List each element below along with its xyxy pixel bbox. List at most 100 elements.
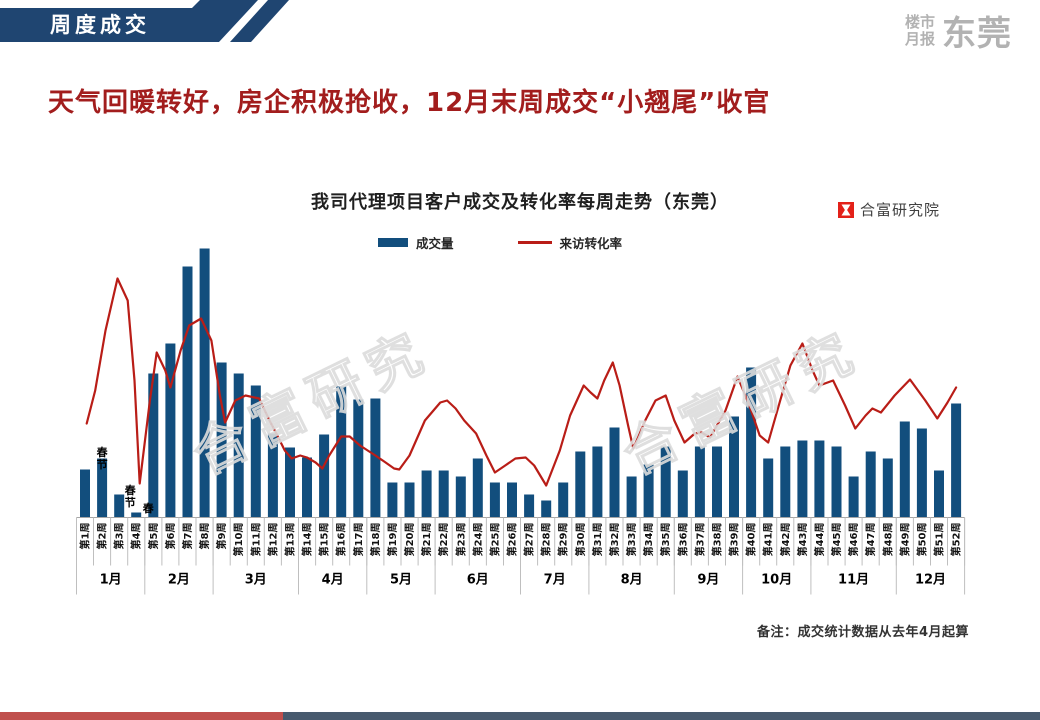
month-label-2月: 2月: [168, 573, 190, 588]
x-label-week-17: 第17周: [352, 523, 365, 557]
bar-week-25: [489, 482, 500, 518]
chart-title: 我司代理项目客户成交及转化率每周走势（东莞）: [311, 192, 729, 213]
bar-week-7: [182, 266, 193, 518]
x-label-week-41: 第41周: [762, 523, 775, 557]
x-label-week-39: 第39周: [728, 523, 741, 557]
x-label-week-21: 第21周: [420, 523, 433, 557]
x-label-week-37: 第37周: [693, 523, 706, 557]
x-label-week-26: 第26周: [506, 523, 519, 557]
month-label-11月: 11月: [838, 573, 869, 588]
bar-week-6: [165, 343, 176, 518]
bar-week-16: [336, 386, 347, 518]
bar-week-47: [865, 451, 876, 518]
bar-week-1: [80, 469, 90, 518]
x-label-week-2: 第2周: [96, 523, 109, 550]
x-label-week-1: 第1周: [79, 523, 92, 550]
x-label-week-11: 第11周: [249, 523, 262, 557]
legend-bar-swatch: [378, 238, 408, 247]
x-label-week-14: 第14周: [301, 523, 314, 557]
x-label-week-36: 第36周: [676, 523, 689, 557]
brand-logo: 楼市 月报 东莞: [905, 6, 1012, 55]
month-label-7月: 7月: [544, 573, 566, 588]
x-label-week-8: 第8周: [198, 523, 211, 550]
bar-week-50: [916, 428, 927, 518]
x-label-week-24: 第24周: [471, 523, 484, 557]
x-label-week-23: 第23周: [454, 523, 467, 557]
x-label-week-25: 第25周: [488, 523, 501, 557]
bar-week-44: [814, 440, 825, 518]
bar-week-35: [660, 446, 671, 518]
bar-week-48: [882, 458, 893, 518]
annotation-春节: 春节: [97, 445, 109, 471]
x-label-week-22: 第22周: [437, 523, 450, 557]
month-label-4月: 4月: [322, 573, 344, 588]
bar-week-27: [524, 494, 535, 518]
bar-week-8: [199, 248, 210, 518]
month-label-1月: 1月: [100, 573, 122, 588]
bar-week-43: [797, 440, 808, 518]
x-label-week-46: 第46周: [847, 523, 860, 557]
x-label-week-43: 第43周: [796, 523, 809, 557]
bar-week-20: [404, 482, 415, 518]
x-label-week-44: 第44周: [813, 523, 826, 557]
bar-week-49: [899, 421, 910, 518]
legend-label-volume: 成交量: [416, 236, 454, 251]
x-label-week-13: 第13周: [284, 523, 297, 557]
section-title: 周度成交: [50, 13, 150, 37]
x-label-week-10: 第10周: [232, 523, 245, 557]
x-label-week-51: 第51周: [933, 523, 946, 557]
bar-week-4: [131, 512, 142, 518]
month-label-10月: 10月: [761, 573, 792, 588]
conversion-rate-line: [85, 277, 958, 487]
x-label-week-30: 第30周: [574, 523, 587, 557]
bar-week-13: [285, 447, 295, 518]
header-ribbon-main: [0, 0, 258, 42]
header-ribbon-stripe: [230, 0, 289, 42]
chart-footnote: 备注：成交统计数据从去年4月起算: [757, 625, 970, 640]
bar-week-38: [712, 446, 722, 518]
x-label-week-50: 第50周: [915, 523, 928, 557]
hourglass-icon: [838, 201, 854, 218]
legend-item-rate: 来访转化率: [517, 233, 623, 252]
month-label-8月: 8月: [621, 573, 643, 588]
bar-week-21: [421, 470, 432, 518]
bar-week-40: [746, 367, 757, 518]
x-label-week-47: 第47周: [864, 523, 877, 557]
bar-week-39: [729, 416, 739, 518]
bar-week-14: [302, 457, 312, 518]
bar-week-12: [267, 433, 278, 518]
bar-week-32: [609, 427, 620, 518]
month-label-9月: 9月: [697, 573, 719, 588]
x-label-week-32: 第32周: [608, 523, 621, 557]
x-label-week-48: 第48周: [881, 523, 894, 557]
bar-week-9: [216, 362, 227, 518]
footer-bar: [0, 712, 1040, 720]
x-label-week-12: 第12周: [266, 523, 279, 557]
bar-week-28: [541, 500, 552, 518]
x-label-week-20: 第20周: [403, 523, 416, 557]
bar-week-30: [575, 451, 586, 518]
x-label-week-29: 第29周: [557, 523, 570, 557]
x-label-week-33: 第33周: [625, 523, 638, 557]
bar-week-5: [148, 373, 159, 518]
legend-line-swatch: [517, 241, 552, 244]
x-label-week-27: 第27周: [523, 523, 536, 557]
bar-week-22: [438, 470, 449, 518]
bar-week-11: [250, 385, 261, 518]
legend-label-rate: 来访转化率: [559, 236, 623, 251]
bar-week-18: [370, 398, 381, 518]
annotation-春节: 春节: [125, 483, 137, 509]
footer-bar-red-segment: [0, 712, 283, 720]
bar-week-45: [831, 446, 842, 518]
research-institute-name: 合富研究院: [860, 201, 941, 219]
footer-bar-blue-segment: [283, 712, 1040, 720]
bar-week-17: [353, 399, 364, 518]
bar-week-34: [643, 464, 654, 518]
header-ribbon: [0, 0, 289, 42]
month-label-6月: 6月: [467, 573, 489, 588]
bar-week-46: [848, 476, 859, 518]
x-label-week-15: 第15周: [318, 523, 331, 557]
x-label-week-42: 第42周: [779, 523, 792, 557]
bar-week-2: [97, 458, 108, 518]
research-institute-logo: 合富研究院: [838, 199, 940, 220]
